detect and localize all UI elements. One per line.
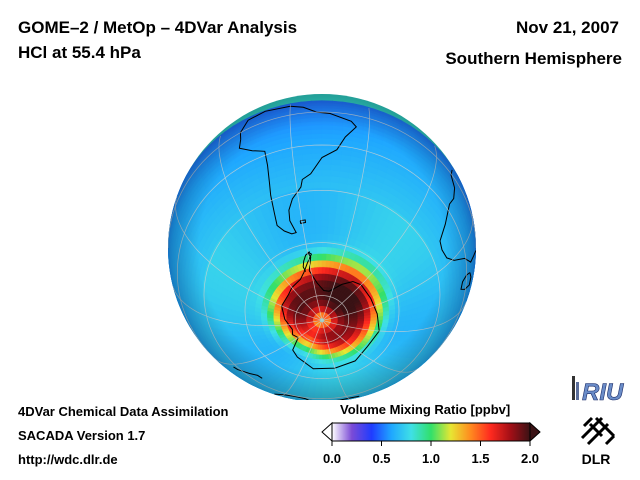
- logos: RIU DLR: [572, 376, 624, 467]
- dlr-logo-text: DLR: [582, 451, 611, 467]
- map-date: Nov 21, 2007: [515, 18, 619, 37]
- riu-logo: RIU: [572, 376, 624, 406]
- map-region: Southern Hemisphere: [445, 49, 622, 68]
- map-subtitle: HCl at 55.4 hPa: [18, 43, 141, 62]
- globe-map: [168, 94, 476, 400]
- globe-shading: [168, 94, 476, 400]
- colorbar-tick-label: 0.5: [372, 451, 391, 466]
- map-title: GOME–2 / MetOp – 4DVar Analysis: [18, 18, 298, 37]
- colorbar-gradient: [331, 422, 531, 442]
- colorbar-tick-label: 0.0: [322, 451, 342, 466]
- footer-line-1: 4DVar Chemical Data Assimilation: [18, 404, 229, 419]
- footer-url[interactable]: http://wdc.dlr.de: [18, 452, 118, 467]
- footer-line-2: SACADA Version 1.7: [18, 428, 146, 443]
- colorbar-title: Volume Mixing Ratio [ppbv]: [340, 402, 511, 417]
- riu-logo-text: RIU: [582, 379, 624, 406]
- colorbar-low-arrow: [321, 421, 333, 443]
- colorbar-tick-label: 1.5: [471, 451, 490, 466]
- colorbar-high-arrow: [529, 421, 541, 443]
- colorbar-tick-label: 2.0: [520, 451, 540, 466]
- colorbar-tick-label: 1.0: [421, 451, 441, 466]
- colorbar: Volume Mixing Ratio [ppbv]: [318, 400, 546, 470]
- dlr-logo: [580, 416, 616, 446]
